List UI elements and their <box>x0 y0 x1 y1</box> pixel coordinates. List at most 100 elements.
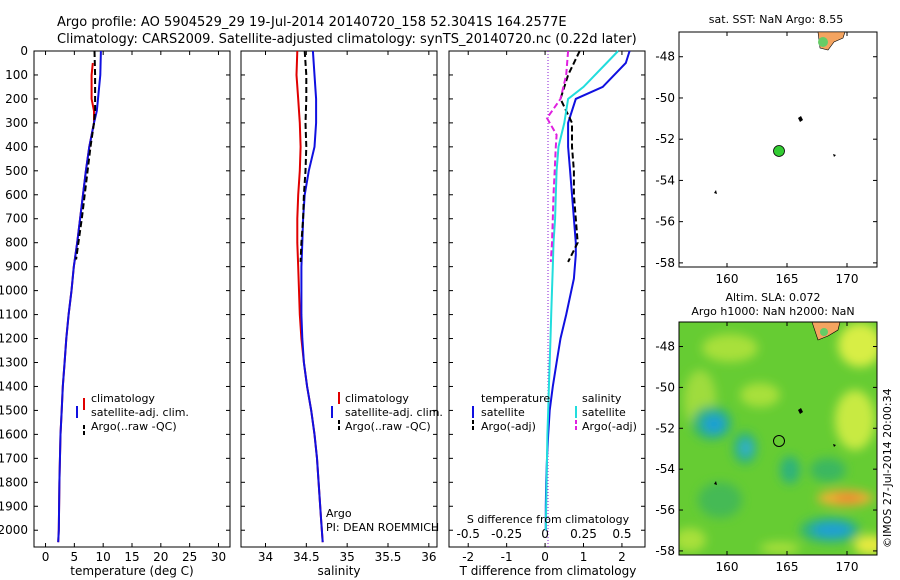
depth-axis: 0 100 200 300 400 500 600 700 800 900 1000 1100 1200… <box>0 44 645 537</box>
lon-tick-label: 160 <box>716 272 739 286</box>
sst-map: sat. SST: NaN Argo: 8.55 -48 -50 -52 -54 -56… <box>655 13 878 286</box>
series-line-argo-raw-qc- <box>75 50 97 260</box>
s-tick-label: -0.25 <box>491 527 522 541</box>
lat-tick-label: -52 <box>655 132 675 146</box>
island-speck <box>714 190 717 194</box>
temperature-panel: 0100200300400500600700800900100011001200… <box>0 44 645 578</box>
lat-tick-label: -58 <box>655 256 675 270</box>
legend-s-satellite: satellite <box>582 406 626 419</box>
island-speck <box>833 444 836 447</box>
argo-float-marker <box>773 435 785 447</box>
t-difference-label: T difference from climatology <box>459 564 637 578</box>
legend-s-argo: Argo(-adj) <box>582 420 637 433</box>
lat-tick-label: -52 <box>655 421 675 435</box>
series-line-temperature-argo-adj- <box>559 50 581 263</box>
island-marker <box>820 328 828 336</box>
depth-tick-label: 800 <box>5 236 28 250</box>
x-tick-label: 1 <box>580 550 588 564</box>
legend-satellite-adj: satellite-adj. clim. <box>91 406 189 419</box>
x-tick-label: 0 <box>42 550 50 564</box>
lat-tick-label: -50 <box>655 380 675 394</box>
x-tick-label: 34 <box>258 550 273 564</box>
x-tick-label: 20 <box>153 550 168 564</box>
sst-map-frame <box>678 31 878 268</box>
argo-label: Argo <box>326 507 352 520</box>
difference-legend: temperature salinity satellite Argo(-adj… <box>472 392 637 433</box>
depth-tick-label: 200 <box>5 92 28 106</box>
lon-tick-label: 165 <box>776 272 799 286</box>
depth-tick-label: 0 <box>20 44 28 58</box>
sla-map-frame <box>678 321 878 556</box>
difference-frame <box>448 50 646 548</box>
salinity-legend: climatology satellite-adj. clim. Argo(..… <box>331 392 443 433</box>
depth-tick-label: 300 <box>5 116 28 130</box>
depth-tick-label: 600 <box>5 188 28 202</box>
depth-tick-label: 1600 <box>0 427 28 441</box>
island-speck <box>798 408 803 414</box>
salinity-x-axis: 34 34.5 35 35.5 36 <box>258 51 436 564</box>
depth-tick-label: 1200 <box>0 332 28 346</box>
depth-tick-label: 700 <box>5 212 28 226</box>
pi-label: PI: DEAN ROEMMICH <box>326 521 439 534</box>
x-tick-label: 15 <box>124 550 139 564</box>
s-tick-label: 0.5 <box>612 527 631 541</box>
lat-tick-label: -54 <box>655 462 675 476</box>
depth-tick-label: 1300 <box>0 355 28 369</box>
legend-t-satellite: satellite <box>481 406 525 419</box>
sst-map-axes: -48 -50 -52 -54 -56 -58 160 165 170 <box>655 32 877 286</box>
sla-title-line2: Argo h1000: NaN h2000: NaN <box>691 305 854 318</box>
lat-tick-label: -56 <box>655 215 675 229</box>
difference-x-axis: -2 -1 0 1 2 -0.5 -0.25 0 0.25 0.5 <box>457 51 631 564</box>
lat-tick-label: -50 <box>655 91 675 105</box>
depth-tick-label: 1900 <box>0 499 28 513</box>
series-line-salinity-satellite <box>544 50 619 531</box>
x-tick-label: 5 <box>71 550 79 564</box>
sla-field <box>679 322 877 555</box>
lat-tick-label: -54 <box>655 173 675 187</box>
lat-tick-label: -48 <box>655 50 675 64</box>
sla-map-axes: -48 -50 -52 -54 -56 -58 160 165 170 <box>655 322 877 574</box>
depth-tick-label: 400 <box>5 140 28 154</box>
series-line-argo-raw-qc- <box>299 50 308 262</box>
s-tick-label: -0.5 <box>457 527 480 541</box>
legend-t-argo: Argo(-adj) <box>481 420 536 433</box>
temperature-legend: climatology satellite-adj. clim. Argo(..… <box>76 392 189 437</box>
lon-tick-label: 165 <box>776 560 799 574</box>
x-tick-label: 25 <box>182 550 197 564</box>
s-tick-label: 0 <box>541 527 549 541</box>
depth-tick-label: 500 <box>5 164 28 178</box>
legend-climatology: climatology <box>345 392 409 405</box>
depth-tick-label: 1000 <box>0 284 28 298</box>
temperature-frame <box>33 50 231 548</box>
depth-tick-label: 100 <box>5 68 28 82</box>
lon-tick-label: 160 <box>716 560 739 574</box>
island-speck <box>714 481 717 485</box>
depth-tick-label: 900 <box>5 260 28 274</box>
depth-tick-label: 2000 <box>0 523 28 537</box>
series-line-temperature-satellite <box>544 50 631 531</box>
x-tick-label: 35.5 <box>375 550 402 564</box>
sla-map: Altim. SLA: 0.072 Argo h1000: NaN h2000:… <box>655 291 894 574</box>
x-tick-label: 10 <box>96 550 111 564</box>
x-tick-label: 34.5 <box>293 550 320 564</box>
lon-tick-label: 170 <box>836 272 859 286</box>
x-tick-label: -1 <box>501 550 513 564</box>
island-marker <box>818 37 828 47</box>
island-speck <box>798 116 803 122</box>
x-tick-label: 2 <box>618 550 626 564</box>
x-tick-label: 0 <box>541 550 549 564</box>
argo-float-marker <box>773 145 785 157</box>
s-difference-label: S difference from climatology <box>467 513 630 526</box>
legend-title-salinity: salinity <box>582 392 622 405</box>
legend-argo: Argo(..raw -QC) <box>345 420 431 433</box>
lat-tick-label: -56 <box>655 503 675 517</box>
depth-tick-label: 1500 <box>0 403 28 417</box>
lat-tick-label: -58 <box>655 544 675 558</box>
x-tick-label: 36 <box>421 550 436 564</box>
x-tick-label: -2 <box>462 550 474 564</box>
series-line-climatology <box>57 62 95 543</box>
sla-blobs <box>679 323 877 555</box>
salinity-xlabel: salinity <box>317 564 360 578</box>
island-speck <box>833 154 836 157</box>
series-line-salinity-argo-adj- <box>545 50 570 262</box>
